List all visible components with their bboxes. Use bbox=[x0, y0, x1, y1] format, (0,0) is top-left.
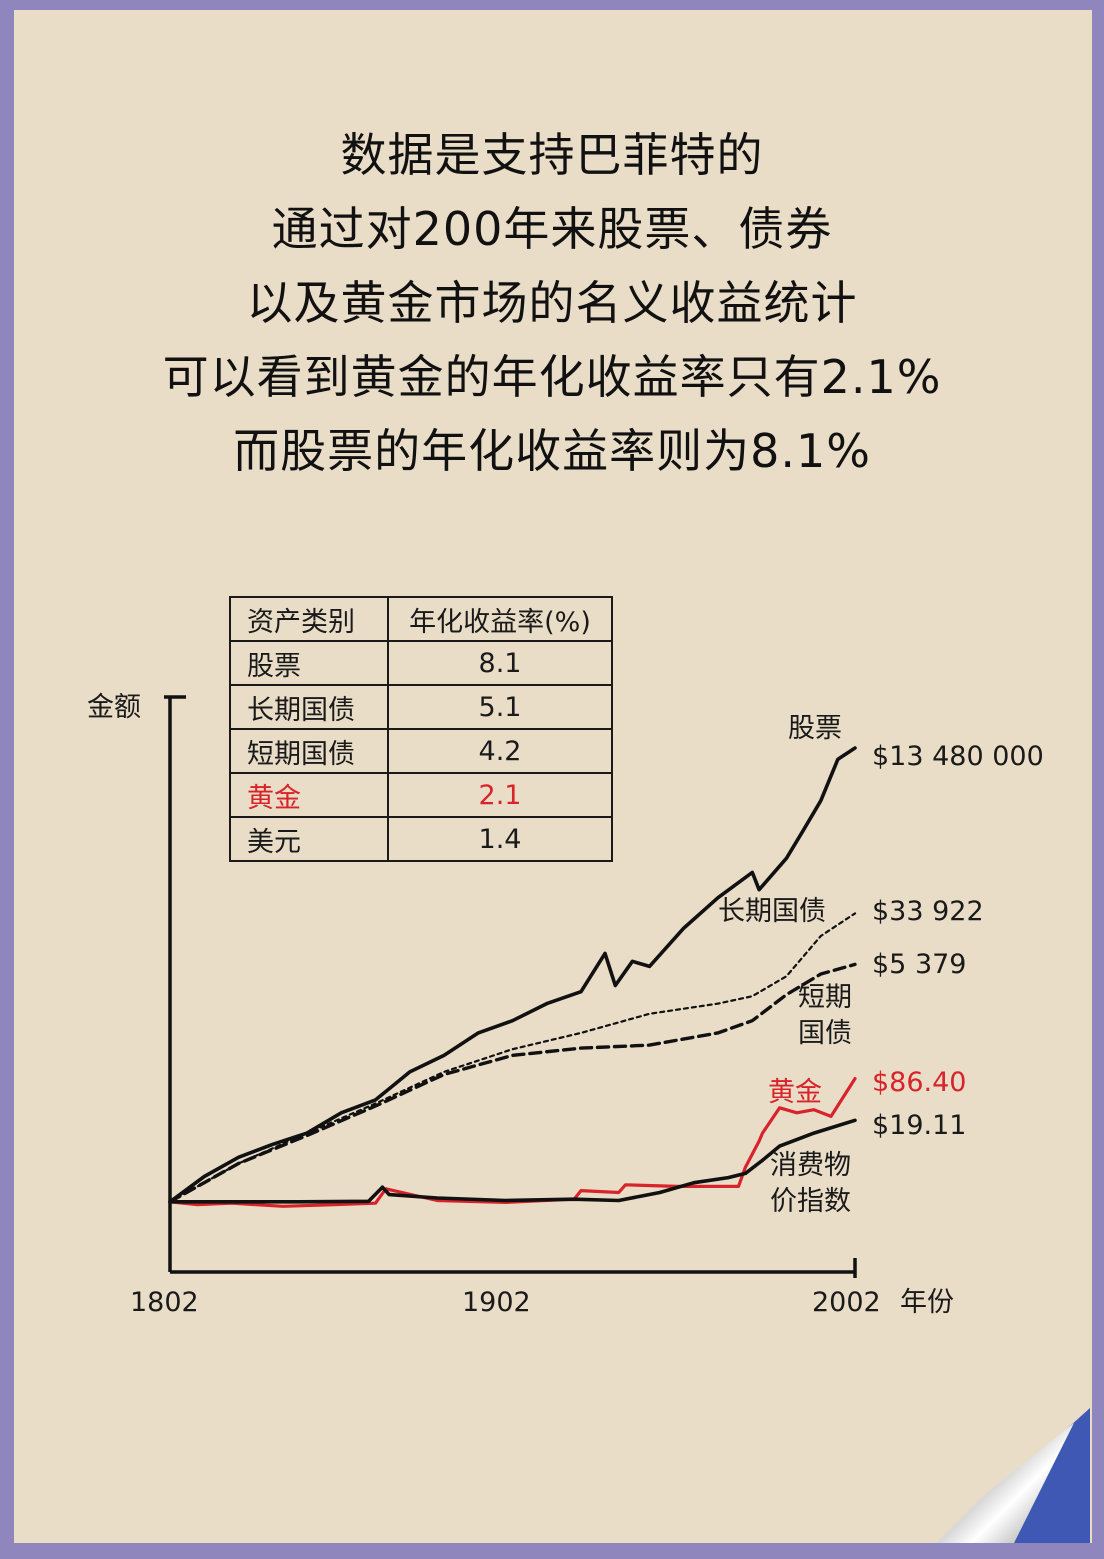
page-title: 数据是支持巴菲特的 通过对200年来股票、债券 以及黄金市场的名义收益统计 可以… bbox=[0, 118, 1104, 488]
table-cell-asset: 股票 bbox=[229, 640, 389, 686]
table-cell-asset: 短期国债 bbox=[229, 728, 389, 774]
end-label-stocks: $13 480 000 bbox=[872, 741, 1044, 772]
table-row: 美元 1.4 bbox=[229, 816, 613, 862]
series-line-gold bbox=[168, 1076, 857, 1208]
table-cell-asset: 长期国债 bbox=[229, 684, 389, 730]
table-header-asset: 资产类别 bbox=[229, 596, 389, 642]
series-name-cpi-line1: 消费物 bbox=[770, 1150, 851, 1181]
series-line-cpi bbox=[168, 1118, 857, 1204]
end-label-gold: $86.40 bbox=[872, 1067, 966, 1098]
end-label-long-bonds: $33 922 bbox=[872, 896, 984, 927]
table-header-return: 年化收益率(%) bbox=[387, 596, 613, 642]
series-name-long-bonds: 长期国债 bbox=[718, 896, 826, 927]
table-cell-return: 8.1 bbox=[387, 640, 613, 686]
table-cell-asset: 黄金 bbox=[229, 772, 389, 818]
series-line-short-bills bbox=[168, 962, 857, 1204]
series-name-short-bills-line2: 国债 bbox=[798, 1018, 852, 1049]
title-line-1: 数据是支持巴菲特的 bbox=[340, 128, 764, 182]
table-row-highlight: 黄金 2.1 bbox=[229, 772, 613, 818]
x-tick-1902: 1902 bbox=[462, 1287, 531, 1318]
title-line-5: 而股票的年化收益率则为8.1% bbox=[233, 424, 871, 478]
x-axis-label: 年份 bbox=[900, 1287, 954, 1318]
table-cell-return: 4.2 bbox=[387, 728, 613, 774]
series-line-long-bonds bbox=[168, 912, 857, 1203]
series-name-stocks: 股票 bbox=[788, 713, 842, 744]
title-line-4: 可以看到黄金的年化收益率只有2.1% bbox=[162, 350, 942, 404]
series-name-short-bills: 短期 国债 bbox=[798, 982, 861, 1049]
title-line-2: 通过对200年来股票、债券 bbox=[271, 202, 833, 256]
table-cell-return: 5.1 bbox=[387, 684, 613, 730]
series-lines bbox=[168, 746, 857, 1208]
table-cell-return: 1.4 bbox=[387, 816, 613, 862]
series-name-gold: 黄金 bbox=[768, 1077, 822, 1108]
x-tick-1802: 1802 bbox=[130, 1287, 199, 1318]
title-line-3: 以及黄金市场的名义收益统计 bbox=[246, 276, 858, 330]
series-name-cpi: 消费物 价指数 bbox=[770, 1150, 860, 1217]
series-name-cpi-line2: 价指数 bbox=[770, 1186, 851, 1217]
table-header-row: 资产类别 年化收益率(%) bbox=[229, 596, 613, 642]
returns-table: 资产类别 年化收益率(%) 股票 8.1 长期国债 5.1 短期国债 4.2 黄… bbox=[229, 596, 613, 862]
end-label-cpi: $19.11 bbox=[872, 1110, 966, 1141]
table-cell-asset: 美元 bbox=[229, 816, 389, 862]
table-row: 股票 8.1 bbox=[229, 640, 613, 686]
series-name-short-bills-line1: 短期 bbox=[798, 982, 852, 1013]
table-row: 短期国债 4.2 bbox=[229, 728, 613, 774]
x-tick-2002: 2002 bbox=[812, 1287, 881, 1318]
table-cell-return: 2.1 bbox=[387, 772, 613, 818]
chart-axes bbox=[164, 695, 857, 1278]
y-axis-label: 金额 bbox=[87, 692, 141, 723]
table-row: 长期国债 5.1 bbox=[229, 684, 613, 730]
end-label-short-bills: $5 379 bbox=[872, 949, 966, 980]
